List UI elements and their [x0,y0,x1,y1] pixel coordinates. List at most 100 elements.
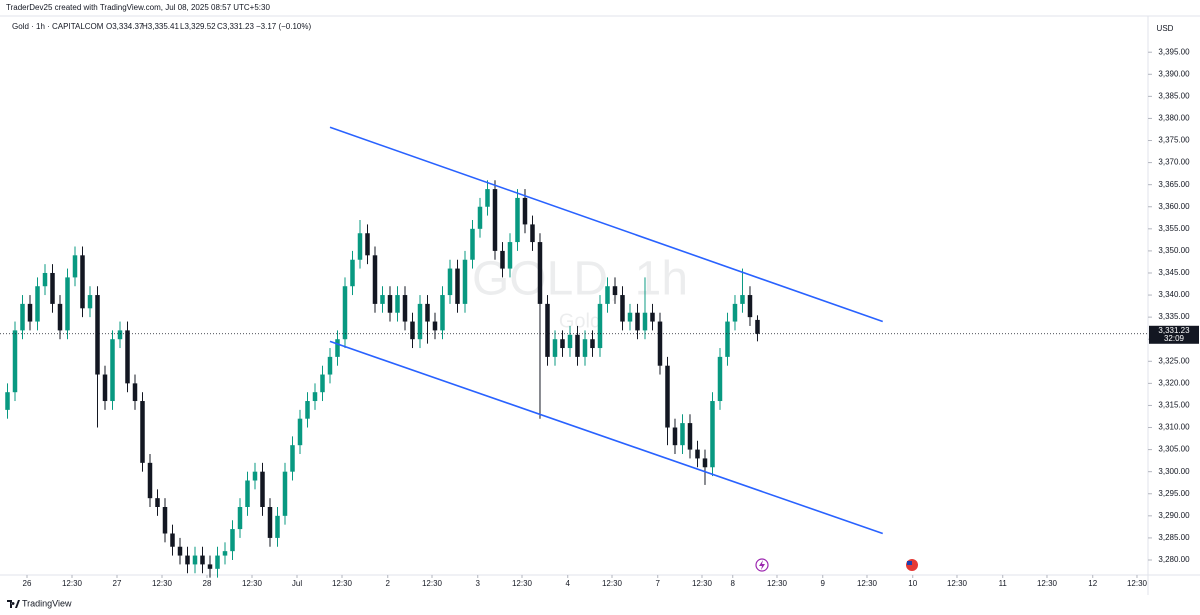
candle-body [710,401,715,468]
legend-low: L3,329.52 [180,22,216,31]
candle-body [740,295,745,304]
y-tick-label: 3,345.00 [1158,268,1190,277]
candle-body [327,356,333,375]
candle-body [57,303,63,331]
x-tick-label: 12:30 [602,579,623,588]
candle-body [755,319,760,334]
y-tick-label: 3,285.00 [1158,533,1190,542]
candle-body [717,356,723,402]
candle-body [290,445,295,472]
candle-body [702,458,708,468]
candle-body [500,250,505,269]
candle-body [627,312,633,322]
trend-line [329,340,883,535]
countdown: 32:09 [1164,334,1185,343]
candle-body [320,374,325,393]
candle-body [650,312,655,322]
candle-body [620,295,625,322]
candle-body [417,303,423,340]
candle-body [65,277,70,331]
x-tick-label: 12:30 [512,579,533,588]
y-tick-label: 3,380.00 [1158,114,1190,123]
event-icon-bolt [759,560,765,570]
y-tick-label: 3,340.00 [1158,290,1190,299]
candle-body [5,392,10,410]
candle-body [575,334,580,357]
candle-body [230,529,235,552]
candle-body [447,268,453,296]
candle-body [87,295,93,309]
candle-body [305,401,310,419]
brand-logo [7,600,20,608]
candle-body [747,295,753,318]
candle-body [395,295,400,313]
brand-name: TradingView [22,598,72,608]
y-tick-label: 3,290.00 [1158,511,1190,520]
candle-body [455,268,460,304]
candle-body [207,564,213,569]
candle-body [425,303,430,322]
candle-body [470,228,475,260]
candle-body [342,286,348,340]
x-tick-label: 8 [731,579,736,588]
candle-body [125,330,130,384]
candle-body [477,206,483,229]
candle-body [20,303,25,331]
flag-canton [907,561,912,565]
candle-body [200,555,205,565]
candle-body [50,272,55,304]
x-tick-label: 28 [203,579,212,588]
legend-open: O3,334.37 [106,22,144,31]
y-tick-label: 3,315.00 [1158,401,1190,410]
candle-body [350,259,355,287]
candle-body [177,546,183,556]
x-tick-label: 12:30 [332,579,353,588]
y-tick-label: 3,390.00 [1158,69,1190,78]
candle-body [552,339,558,357]
candle-body [222,551,228,556]
candle-body [260,471,265,508]
candle-body [402,295,408,322]
candle-body [515,197,520,243]
x-tick-label: 4 [566,579,571,588]
x-tick-label: 12:30 [62,579,83,588]
candle-body [72,255,78,278]
brand: TradingView [7,598,72,608]
candle-body [252,471,258,481]
legend-change: −3.17 (−0.10%) [256,22,311,31]
candle-body [462,259,468,304]
candle-body [545,303,550,357]
x-tick-label: 2 [386,579,391,588]
y-tick-label: 3,280.00 [1158,555,1190,564]
candle-body [275,515,280,538]
x-tick-label: 11 [999,579,1008,588]
x-tick-label: 12:30 [947,579,968,588]
candle-body [672,427,678,446]
candle-body [155,498,160,508]
candle-body [357,233,363,260]
candle-body [597,303,603,349]
y-tick-label: 3,295.00 [1158,489,1190,498]
candle-body [635,312,640,331]
candle-body [27,303,33,322]
candle-body [680,423,685,446]
x-tick-label: Jul [292,579,302,588]
candle-body [110,339,115,402]
y-tick-label: 3,350.00 [1158,246,1190,255]
candle-body [95,295,100,375]
y-tick-label: 3,375.00 [1158,136,1190,145]
y-tick-label: 3,300.00 [1158,467,1190,476]
candle-body [582,339,588,357]
x-tick-label: 26 [23,579,32,588]
x-tick-label: 3 [476,579,481,588]
x-tick-label: 12 [1088,579,1097,588]
candle-body [590,339,595,349]
candle-body [605,286,610,304]
candle-body [387,295,393,313]
candle-body [380,295,385,304]
x-tick-label: 12:30 [1037,579,1058,588]
legend: Gold · 1h · CAPITALCOM O3,334.37 H3,335.… [12,22,311,31]
price-label: 3,331.23 [1158,326,1190,335]
candle-body [432,321,438,331]
